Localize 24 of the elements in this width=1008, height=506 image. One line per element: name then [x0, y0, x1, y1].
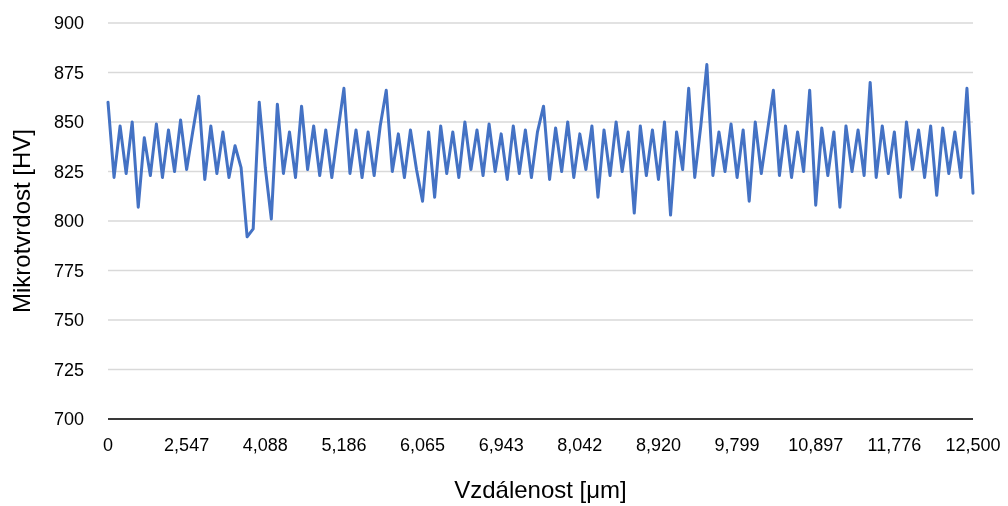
- y-tick-label: 700: [53, 409, 84, 430]
- x-tick-label: 5,186: [321, 435, 367, 455]
- y-tick-label: 725: [53, 359, 84, 380]
- x-tick-label: 4,088: [242, 435, 288, 455]
- x-axis-title: Vzdálenost [μm]: [454, 476, 627, 503]
- y-tick-label: 750: [53, 310, 84, 331]
- y-tick-label: 875: [53, 62, 84, 83]
- y-tick-label: 825: [53, 161, 84, 182]
- x-tick-label: 2,547: [164, 435, 210, 455]
- x-tick-label: 6,065: [400, 435, 446, 455]
- y-tick-label: 775: [53, 260, 84, 281]
- x-tick-label: 0: [102, 435, 114, 455]
- y-tick-label: 850: [53, 112, 84, 133]
- y-axis-title: Mikrotvrdost [HV]: [8, 128, 35, 314]
- x-tick-label: 8,920: [635, 435, 681, 455]
- x-tick-label: 8,042: [557, 435, 603, 455]
- x-tick-label: 12,500: [945, 435, 1001, 455]
- y-tick-label: 900: [53, 13, 84, 34]
- y-tick-label: 800: [53, 211, 84, 232]
- x-tick-label: 6,943: [478, 435, 524, 455]
- line-series: [106, 63, 975, 239]
- x-tick-label: 11,776: [867, 435, 922, 455]
- x-tick-label: 9,799: [714, 435, 760, 455]
- x-tick-label: 10,897: [788, 435, 844, 455]
